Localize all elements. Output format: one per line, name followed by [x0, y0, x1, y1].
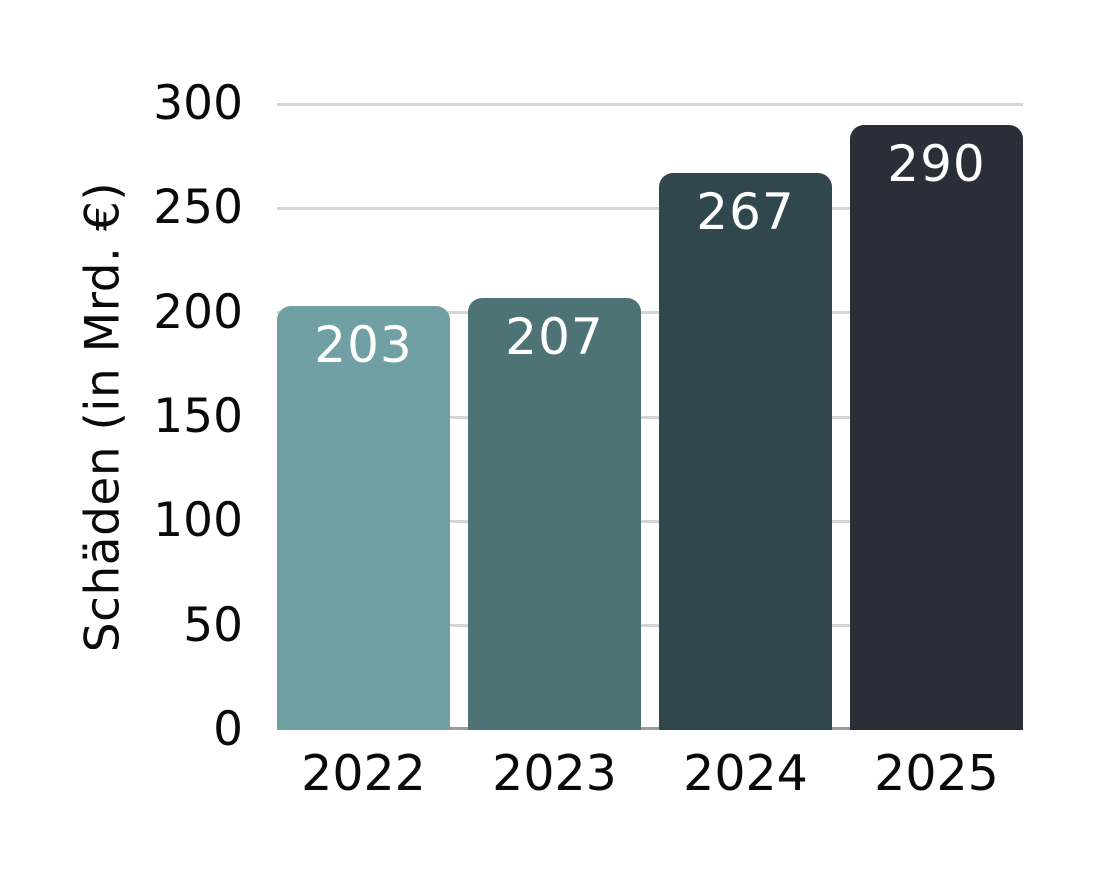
plot-area: 203 207 267 290 — [277, 102, 1023, 730]
x-tick-label: 2023 — [492, 745, 617, 802]
x-tick-label: 2022 — [301, 745, 426, 802]
y-tick-label: 0 — [213, 702, 243, 757]
bar-2022: 203 — [277, 306, 450, 730]
gridline — [277, 311, 1023, 315]
y-tick-label: 300 — [153, 76, 243, 131]
gridline — [277, 624, 1023, 628]
bar-2023: 207 — [468, 298, 641, 730]
bar-value-label: 203 — [314, 316, 413, 375]
bar-2024: 267 — [659, 172, 832, 730]
bar-value-label: 207 — [505, 308, 604, 367]
bar-value-label: 267 — [696, 182, 795, 241]
x-axis-line — [277, 727, 1023, 730]
y-tick-label: 50 — [183, 597, 243, 653]
gridline — [277, 415, 1023, 419]
gridline — [277, 102, 1023, 106]
gridline — [277, 206, 1023, 210]
x-tick-label: 2025 — [874, 745, 999, 802]
gridline — [277, 519, 1023, 523]
y-tick-label: 200 — [153, 284, 243, 340]
y-tick-label: 100 — [153, 493, 243, 549]
bar-2025: 290 — [850, 124, 1023, 730]
bar-value-label: 290 — [887, 134, 986, 193]
y-tick-label: 150 — [153, 389, 243, 444]
x-tick-label: 2024 — [683, 745, 808, 802]
y-tick-label: 250 — [153, 180, 243, 236]
